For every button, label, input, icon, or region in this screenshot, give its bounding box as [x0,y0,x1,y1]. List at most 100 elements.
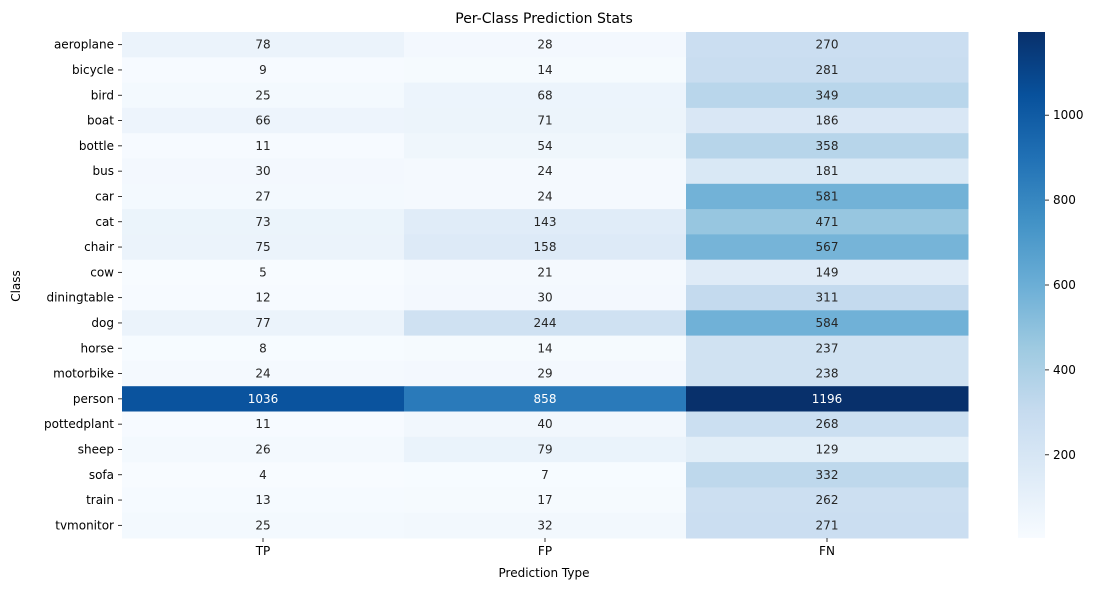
cell-value-label: 25 [255,518,270,532]
cell-value-label: 14 [537,341,552,355]
heatmap-cell [686,487,969,514]
cell-value-label: 78 [255,38,270,52]
heatmap-cell [122,107,405,134]
chart-title: Per-Class Prediction Stats [455,11,633,27]
heatmap-cell [122,487,405,514]
cell-value-label: 358 [816,139,839,153]
heatmap-cell [122,386,405,412]
x-axis: TP FP FN [255,538,835,558]
heatmap-cell [404,57,687,84]
cell-value-label: 26 [255,442,270,456]
heatmap-cell [122,57,405,84]
heatmap-cell [686,512,969,539]
heatmap-cell [404,487,687,514]
heatmap-cell [404,335,687,362]
heatmap-cell [122,209,405,235]
y-tick-label: train [86,493,114,507]
cell-value-label: 21 [537,265,552,279]
heatmap-cell [404,158,687,185]
cell-value-label: 567 [816,240,839,254]
heatmap-cell [686,386,969,412]
heatmap-cell [404,209,687,235]
cell-value-label: 332 [816,468,839,482]
heatmap-cell [122,436,405,463]
heatmap-cell [686,57,969,84]
heatmap-cell [404,360,687,387]
y-tick-label: bicycle [72,63,114,77]
cell-value-label: 584 [816,316,839,330]
cell-value-label: 186 [816,114,839,128]
cell-value-label: 12 [255,291,270,305]
heatmap-cell [122,259,405,286]
y-tick-label: car [95,189,114,203]
cell-value-label: 281 [816,63,839,77]
cell-value-label: 27 [255,189,270,203]
cell-value-label: 77 [255,316,270,330]
y-tick-label: sofa [89,468,114,482]
cell-value-label: 75 [255,240,270,254]
heatmap-cell [122,310,405,337]
cell-value-label: 25 [255,88,270,102]
y-tick-label: sheep [78,442,114,456]
cell-value-label: 581 [816,189,839,203]
cell-value-label: 11 [255,417,270,431]
cell-value-label: 17 [537,493,552,507]
cell-value-label: 68 [537,88,552,102]
cell-value-label: 237 [816,341,839,355]
heatmap-cell [404,285,687,311]
cell-value-label: 29 [537,367,552,381]
cell-value-label: 1196 [812,392,843,406]
heatmap-cell [686,310,969,337]
heatmap-cell [404,234,687,261]
cell-value-label: 71 [537,114,552,128]
cell-value-label: 238 [816,367,839,381]
heatmap-cell [122,462,405,488]
cell-value-label: 11 [255,139,270,153]
heatmap-cell [122,32,405,58]
cell-value-label: 311 [816,291,839,305]
cell-value-label: 349 [816,88,839,102]
y-tick-label: horse [80,341,114,355]
heatmap-cell [404,133,687,159]
x-tick-label: FN [819,544,835,558]
y-axis: aeroplane bicycle bird boat bottle bus car cat c… [44,38,122,532]
cell-value-label: 181 [816,164,839,178]
heatmap-cell [404,462,687,488]
cell-value-label: 73 [255,215,270,229]
colorbar-gradient [1018,32,1045,538]
cell-value-label: 7 [541,468,549,482]
heatmap-cell [686,285,969,311]
y-axis-label: Class [9,270,23,302]
cell-value-label: 268 [816,417,839,431]
heatmap-cell [404,310,687,337]
colorbar-tick-label: 200 [1053,448,1076,462]
y-tick-label: chair [84,240,114,254]
colorbar: 200 400 600 800 1000 [1018,32,1084,538]
cell-value-label: 129 [816,442,839,456]
cell-value-label: 158 [534,240,557,254]
heatmap-cell [122,360,405,387]
heatmap-cell [686,335,969,362]
cell-value-label: 40 [537,417,552,431]
y-tick-label: bus [93,164,114,178]
cell-value-label: 262 [816,493,839,507]
y-tick-label: cat [95,215,114,229]
heatmap-cell [122,158,405,185]
heatmap-cell [122,234,405,261]
cell-value-label: 30 [537,291,552,305]
cell-value-label: 28 [537,38,552,52]
heatmap-cell [122,133,405,159]
y-tick-label: bird [91,88,114,102]
heatmap-cell [404,436,687,463]
cell-value-label: 24 [537,189,552,203]
heatmap-cell [686,133,969,159]
cell-value-label: 79 [537,442,552,456]
heatmap-cell [404,512,687,539]
y-tick-label: cow [90,265,114,279]
heatmap-cell [122,285,405,311]
heatmap-cell [404,411,687,438]
heatmap-cell [686,360,969,387]
y-tick-label: motorbike [53,367,114,381]
